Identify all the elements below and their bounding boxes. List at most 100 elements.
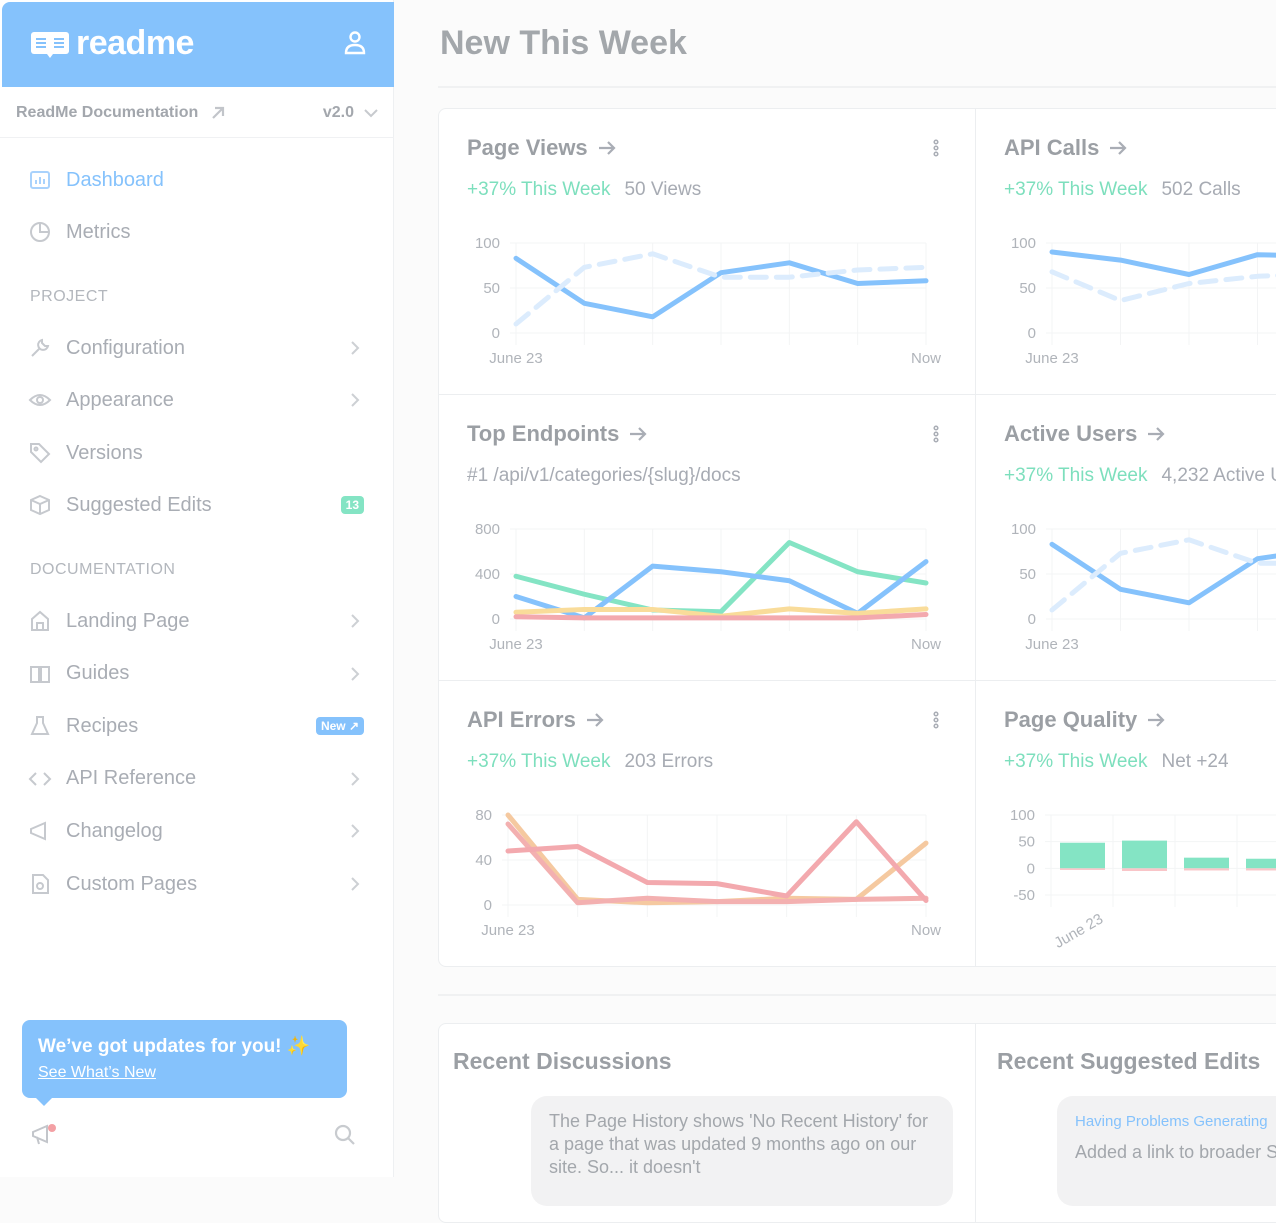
card-title: Top Endpoints xyxy=(467,421,620,446)
arrow-right-icon xyxy=(598,141,616,155)
change-text: +37% This Week xyxy=(1004,179,1148,200)
suggested-edit-item[interactable]: Having Problems Generating Added a link … xyxy=(1057,1096,1276,1206)
sidebar-item-label: Landing Page xyxy=(66,609,190,632)
sidebar-item-label: Custom Pages xyxy=(66,872,198,895)
tag-icon xyxy=(28,441,52,465)
change-text: +37% This Week xyxy=(1004,465,1148,486)
divider xyxy=(438,994,1276,996)
sidebar-item-suggested-edits[interactable]: Suggested Edits 13 xyxy=(28,485,368,525)
active-users-title[interactable]: Active Users xyxy=(1004,421,1165,447)
value-text: 50 Views xyxy=(624,179,702,200)
sidebar-item-label: Configuration xyxy=(66,336,185,359)
search-icon[interactable] xyxy=(333,1123,357,1147)
sidebar-item-label: Versions xyxy=(66,441,143,464)
sidebar-item-recipes[interactable]: Recipes New ↗ xyxy=(28,706,368,746)
sidebar-item-label: Appearance xyxy=(66,388,174,411)
sidebar-item-landing-page[interactable]: Landing Page xyxy=(28,601,368,641)
api-calls-card: API Calls +37% This Week 502 Calls 0 50 100 J… xyxy=(976,109,1276,395)
x-start-label: June 23 xyxy=(489,636,542,653)
chevron-right-icon xyxy=(351,772,360,786)
change-text: +37% This Week xyxy=(1004,751,1148,772)
sidebar-item-label: Guides xyxy=(66,662,130,685)
chevron-right-icon xyxy=(351,877,360,891)
recent-discussions-title: Recent Discussions xyxy=(453,1048,672,1074)
page-quality-title[interactable]: Page Quality xyxy=(1004,707,1165,733)
series-line-pink xyxy=(505,821,929,906)
bar-positive xyxy=(1122,840,1167,869)
sidebar-item-custom-pages[interactable]: Custom Pages xyxy=(28,864,368,904)
dashboard-icon xyxy=(28,168,52,192)
bar-positive xyxy=(1184,857,1229,869)
value-text: Net +24 xyxy=(1161,751,1229,772)
chevron-right-icon xyxy=(351,824,360,839)
metrics-grid: Page Views +37% This Week 50 Views 0 50 100 J… xyxy=(438,108,1276,967)
api-errors-title[interactable]: API Errors xyxy=(467,707,604,733)
sidebar-item-metrics[interactable]: Metrics xyxy=(28,212,368,252)
sidebar-item-changelog[interactable]: Changelog xyxy=(28,811,368,851)
y-tick-label: 50 xyxy=(1019,280,1036,297)
arrow-right-icon xyxy=(630,427,647,441)
y-tick-label: -50 xyxy=(1013,887,1035,904)
x-end-label: Now xyxy=(911,350,941,367)
y-tick-label: 100 xyxy=(1011,521,1036,538)
user-icon[interactable] xyxy=(344,30,366,56)
top-endpoints-title[interactable]: Top Endpoints xyxy=(467,421,647,447)
y-tick-label: 0 xyxy=(492,611,500,628)
sidebar-item-label: Metrics xyxy=(66,220,131,243)
top-endpoints-card: Top Endpoints #1 /api/v1/categories/{slu… xyxy=(439,395,976,681)
callout-title: We’ve got updates for you! ✨ xyxy=(38,1036,311,1057)
api-calls-title[interactable]: API Calls xyxy=(1004,135,1127,161)
card-stats: #1 /api/v1/categories/{slug}/docs xyxy=(467,465,741,487)
sidebar-item-appearance[interactable]: Appearance xyxy=(28,380,368,420)
sidebar-item-dashboard[interactable]: Dashboard xyxy=(28,160,368,200)
bar-negative xyxy=(1184,868,1229,871)
series-line-last-week xyxy=(1049,537,1276,613)
series-line-this-week xyxy=(1049,249,1276,277)
y-tick-label: 50 xyxy=(483,280,500,297)
y-tick-label: 50 xyxy=(1018,834,1035,851)
x-start-label: June 23 xyxy=(1051,910,1106,951)
more-options-icon[interactable] xyxy=(933,711,939,729)
sidebar-item-versions[interactable]: Versions xyxy=(28,433,368,473)
y-tick-label: 80 xyxy=(475,807,492,824)
discussion-item[interactable]: The Page History shows 'No Recent Histor… xyxy=(531,1096,953,1206)
series-line-red xyxy=(513,612,929,621)
recent-discussions-card: Recent Discussions The Page History show… xyxy=(439,1024,976,1222)
recent-activity: Recent Discussions The Page History show… xyxy=(438,1023,1276,1223)
section-heading: PROJECT xyxy=(30,288,109,305)
megaphone-icon[interactable] xyxy=(30,1122,58,1148)
more-options-icon[interactable] xyxy=(933,425,939,443)
bar-negative xyxy=(1060,868,1105,870)
arrow-right-icon xyxy=(1148,427,1165,441)
x-end-label: Now xyxy=(911,922,941,939)
sidebar-item-guides[interactable]: Guides xyxy=(28,654,368,694)
readme-logo[interactable]: readme xyxy=(30,24,194,63)
project-selector[interactable]: ReadMe Documentation v2.0 xyxy=(0,88,394,138)
version-select[interactable]: v2.0 xyxy=(323,104,378,122)
page-views-title[interactable]: Page Views xyxy=(467,135,616,161)
metrics-icon xyxy=(28,220,52,244)
x-end-label: Now xyxy=(911,636,941,653)
sidebar: readme ReadMe Documentation v2.0 Dashboa… xyxy=(0,0,394,1177)
page-icon xyxy=(28,872,52,896)
more-options-icon[interactable] xyxy=(933,139,939,157)
arrow-right-icon xyxy=(1148,713,1165,727)
card-title: API Errors xyxy=(467,707,576,732)
see-whats-new-link[interactable]: See What’s New xyxy=(38,1064,156,1081)
card-stats: +37% This Week 203 Errors xyxy=(467,751,713,773)
suggested-edit-link[interactable]: Having Problems Generating xyxy=(1075,1113,1268,1130)
active-users-card: Active Users +37% This Week 4,232 Active … xyxy=(976,395,1276,681)
recent-edits-title: Recent Suggested Edits xyxy=(997,1048,1261,1074)
page-quality-card: Page Quality +37% This Week Net +24 -50 0 50… xyxy=(976,681,1276,966)
sidebar-item-label: API Reference xyxy=(66,767,197,790)
sidebar-item-api-reference[interactable]: API Reference xyxy=(28,759,368,799)
sidebar-item-label: Suggested Edits xyxy=(66,493,212,516)
sidebar-item-configuration[interactable]: Configuration xyxy=(28,328,368,368)
value-text: 203 Errors xyxy=(624,751,714,772)
y-tick-label: 40 xyxy=(475,852,492,869)
page-quality-chart: -50 0 50 100 June 23 xyxy=(1010,807,1276,952)
top-endpoints-chart: 0 400 800 June 23 Now xyxy=(475,521,941,653)
flask-icon xyxy=(28,714,52,738)
new-badge: New ↗ xyxy=(315,717,364,736)
